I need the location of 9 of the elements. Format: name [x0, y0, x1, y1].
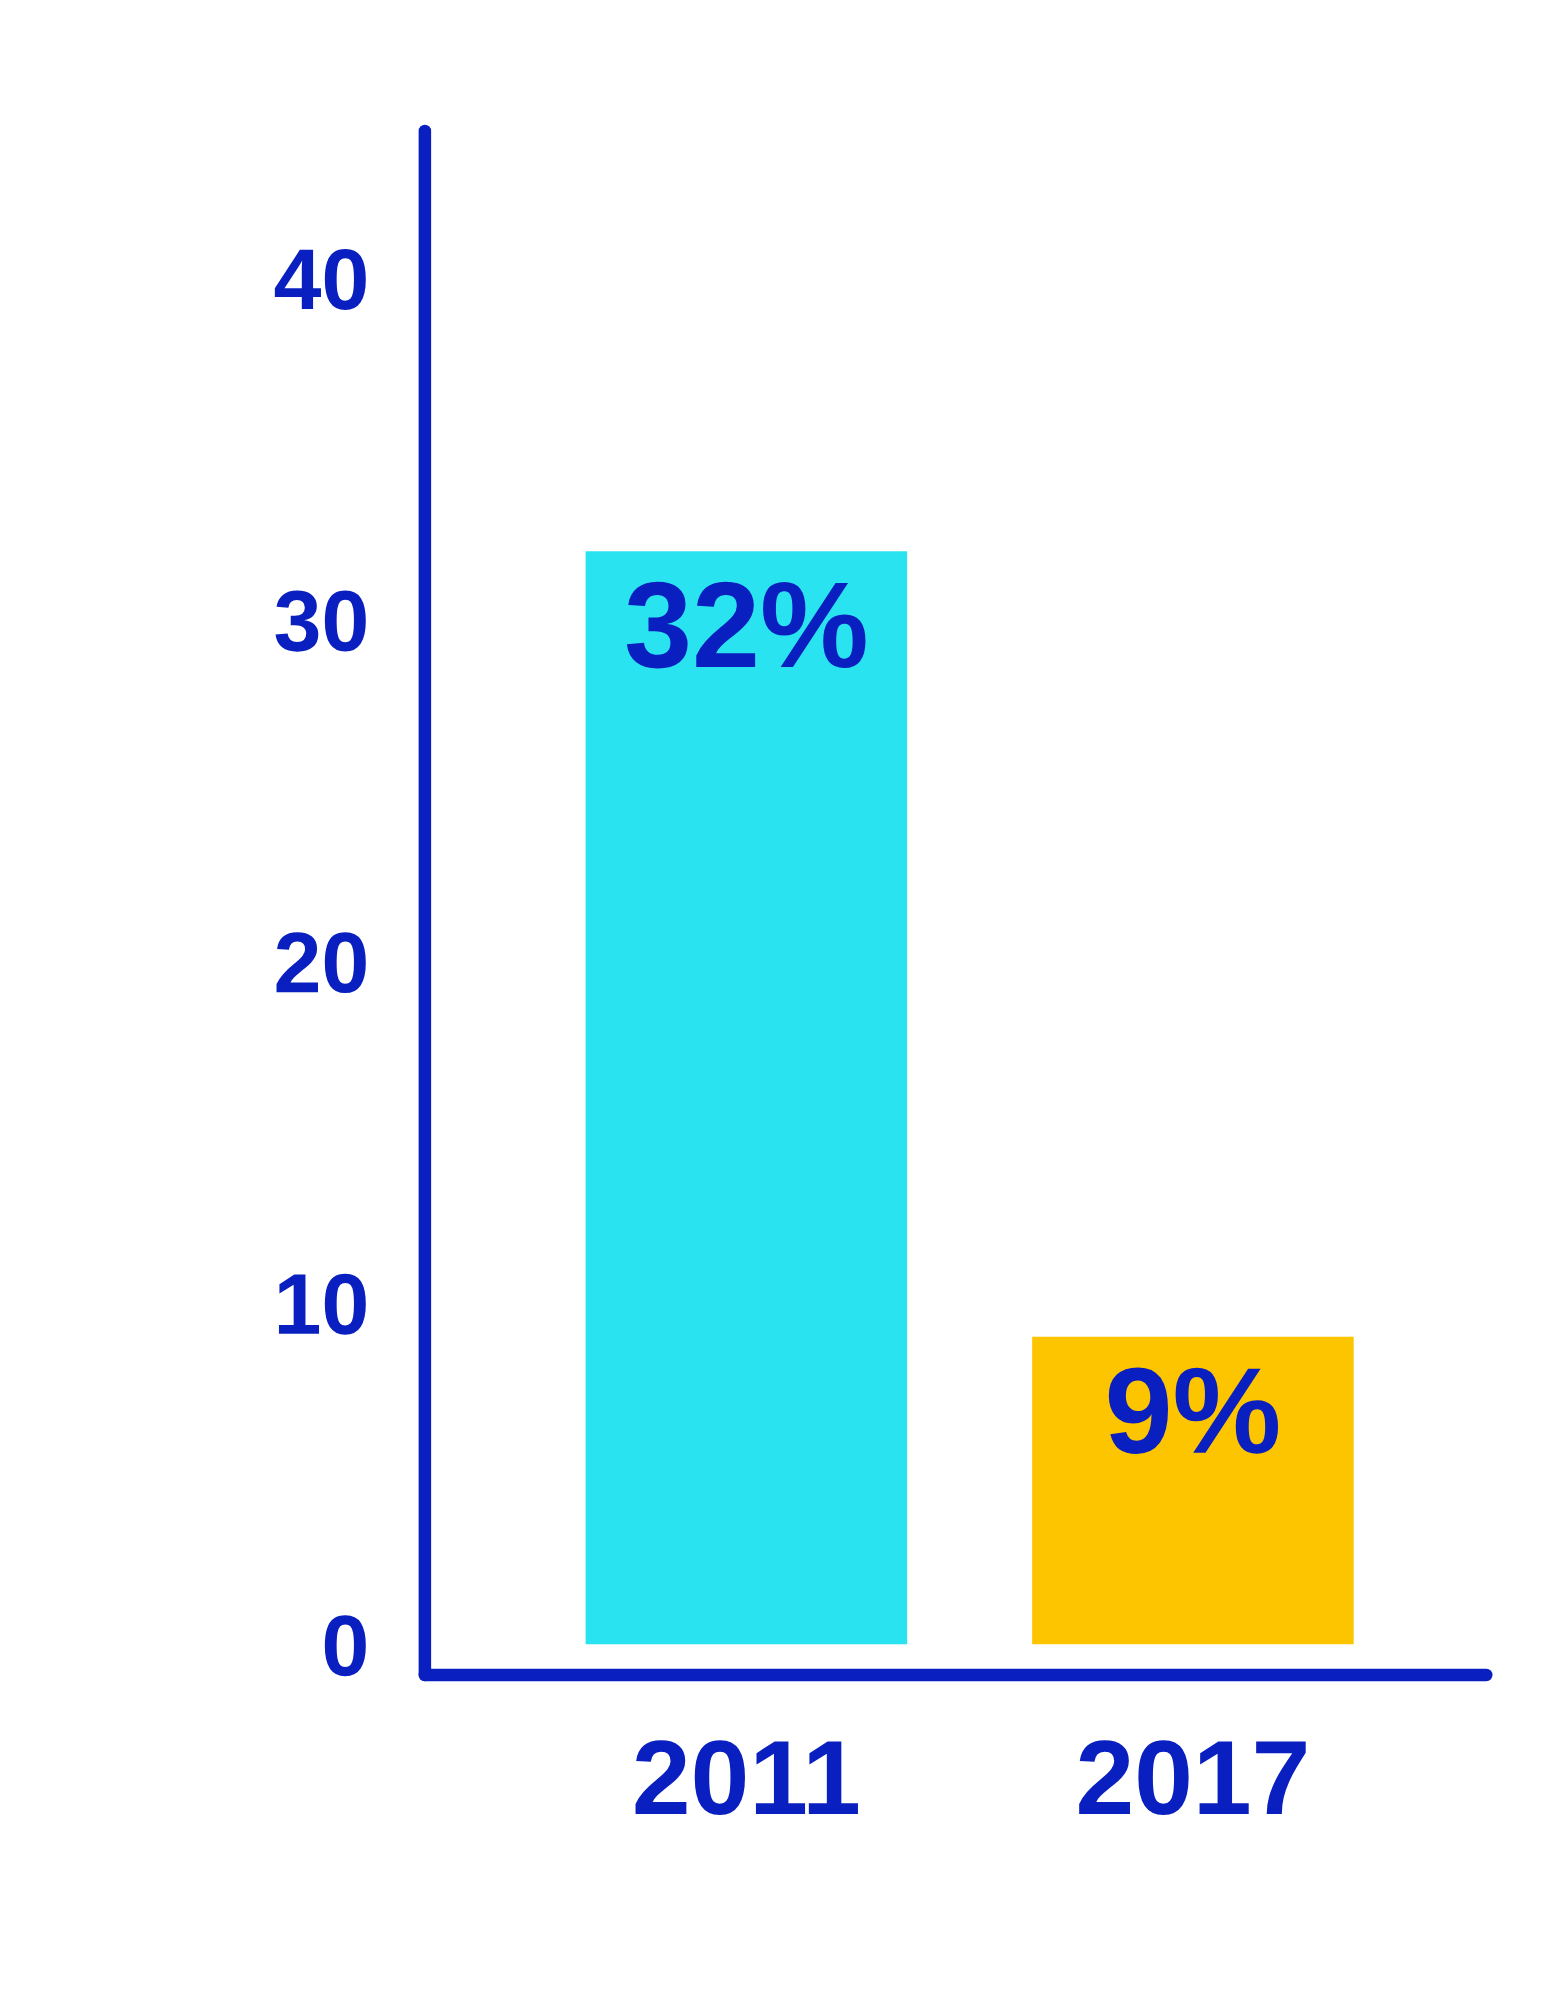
- y-tick-label: 0: [324, 1615, 366, 1677]
- y-tick-label: 30: [275, 590, 366, 652]
- data-label: 9%: [1108, 1367, 1279, 1454]
- y-tick-label: 40: [274, 248, 366, 310]
- y-tick-label: 20: [276, 932, 366, 994]
- x-tick-label: 2011: [635, 1740, 858, 1816]
- x-tick-label: 2017: [1079, 1740, 1306, 1816]
- y-tick-label: 10: [278, 1273, 366, 1335]
- data-label: 32%: [626, 581, 866, 669]
